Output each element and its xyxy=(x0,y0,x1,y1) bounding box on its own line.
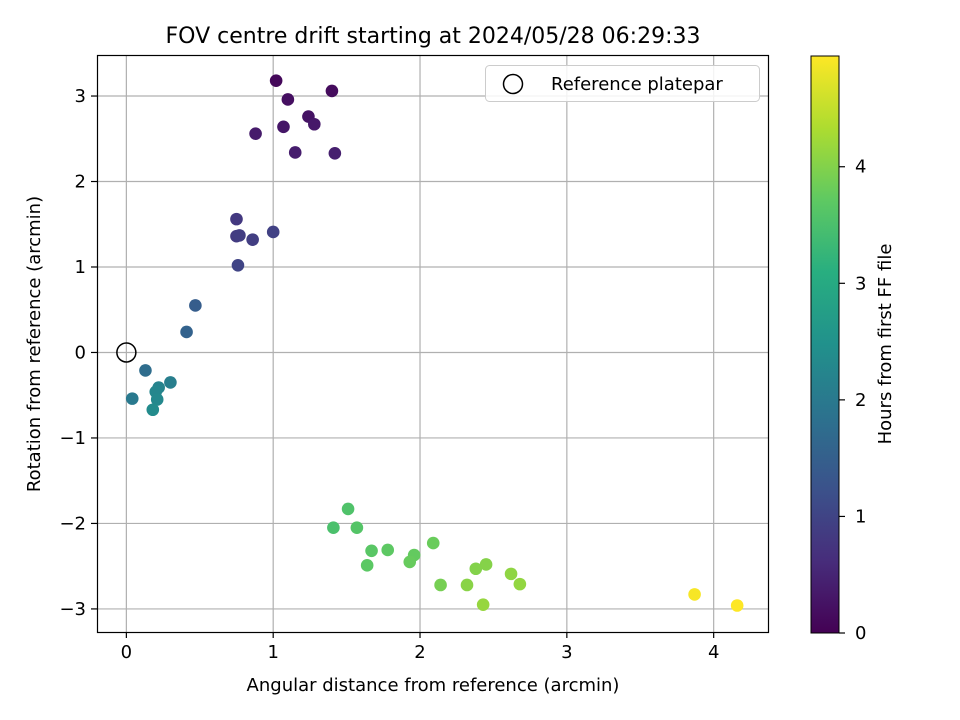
data-point xyxy=(246,233,259,246)
x-tick-label: 3 xyxy=(561,642,572,663)
data-point xyxy=(233,229,246,242)
data-point xyxy=(308,117,321,131)
x-axis-label: Angular distance from reference (arcmin) xyxy=(247,675,620,696)
colorbar-tick-label: 3 xyxy=(855,273,866,294)
x-tick-label: 4 xyxy=(708,642,719,663)
data-point xyxy=(281,93,295,106)
data-point xyxy=(327,521,340,535)
data-point xyxy=(479,558,493,571)
colorbar-label: Hours from first FF file xyxy=(875,244,896,445)
data-point xyxy=(146,403,160,417)
data-point xyxy=(365,544,378,558)
colorbar-gradient xyxy=(810,55,840,634)
data-point xyxy=(231,258,245,272)
grid-lines xyxy=(97,55,768,632)
data-point xyxy=(434,578,447,592)
data-point xyxy=(403,555,417,569)
y-tick-label: −2 xyxy=(59,513,86,534)
legend: Reference platepar xyxy=(485,65,760,102)
colorbar-tick-label: 0 xyxy=(855,623,866,644)
legend-entry-label: Reference platepar xyxy=(551,74,723,95)
data-point xyxy=(150,393,164,406)
y-tick-label: 2 xyxy=(75,172,86,193)
data-point xyxy=(730,599,744,612)
data-point xyxy=(513,577,527,591)
y-tick-label: 1 xyxy=(75,257,86,278)
data-point xyxy=(469,562,483,576)
data-point xyxy=(504,567,518,581)
data-point xyxy=(277,120,290,134)
data-point xyxy=(476,598,490,611)
x-tick-label: 0 xyxy=(121,642,132,663)
x-axis-ticks: 0 1 2 3 4 xyxy=(121,632,719,663)
data-point xyxy=(189,299,202,312)
data-point xyxy=(328,147,342,160)
legend-box xyxy=(485,65,760,102)
colorbar: 0 1 2 3 4 Hours from first FF file xyxy=(810,55,896,644)
reference-marker xyxy=(116,342,137,363)
data-point xyxy=(426,536,440,550)
data-point xyxy=(325,84,339,98)
x-tick-label: 1 xyxy=(267,642,278,663)
data-point xyxy=(230,212,243,226)
legend-marker xyxy=(502,73,524,95)
data-point xyxy=(460,578,474,592)
plot-frame xyxy=(96,54,770,634)
colorbar-tick-label: 4 xyxy=(855,157,866,178)
data-point xyxy=(360,559,374,572)
y-axis-label: Rotation from reference (arcmin) xyxy=(24,196,45,492)
data-points xyxy=(125,74,744,612)
data-point xyxy=(266,225,280,239)
data-point xyxy=(249,127,262,140)
y-tick-label: 0 xyxy=(75,342,86,363)
data-point xyxy=(350,521,364,535)
data-point xyxy=(180,325,193,339)
colorbar-tick-label: 1 xyxy=(855,506,866,527)
chart-title: FOV centre drift starting at 2024/05/28 … xyxy=(166,24,701,49)
y-tick-label: −3 xyxy=(59,599,86,620)
data-point xyxy=(288,146,302,159)
data-point xyxy=(381,543,395,557)
data-point xyxy=(164,376,177,389)
colorbar-tick-label: 2 xyxy=(855,390,866,411)
y-tick-label: −1 xyxy=(59,428,86,449)
data-point xyxy=(139,364,152,377)
data-point xyxy=(269,74,283,87)
y-axis-ticks: −3 −2 −1 0 1 2 3 xyxy=(59,86,97,620)
x-tick-label: 2 xyxy=(414,642,425,663)
data-point xyxy=(341,502,355,516)
data-point xyxy=(688,588,701,601)
data-point xyxy=(125,392,139,405)
y-tick-label: 3 xyxy=(75,86,86,107)
colorbar-ticks: 0 1 2 3 4 xyxy=(839,157,866,644)
